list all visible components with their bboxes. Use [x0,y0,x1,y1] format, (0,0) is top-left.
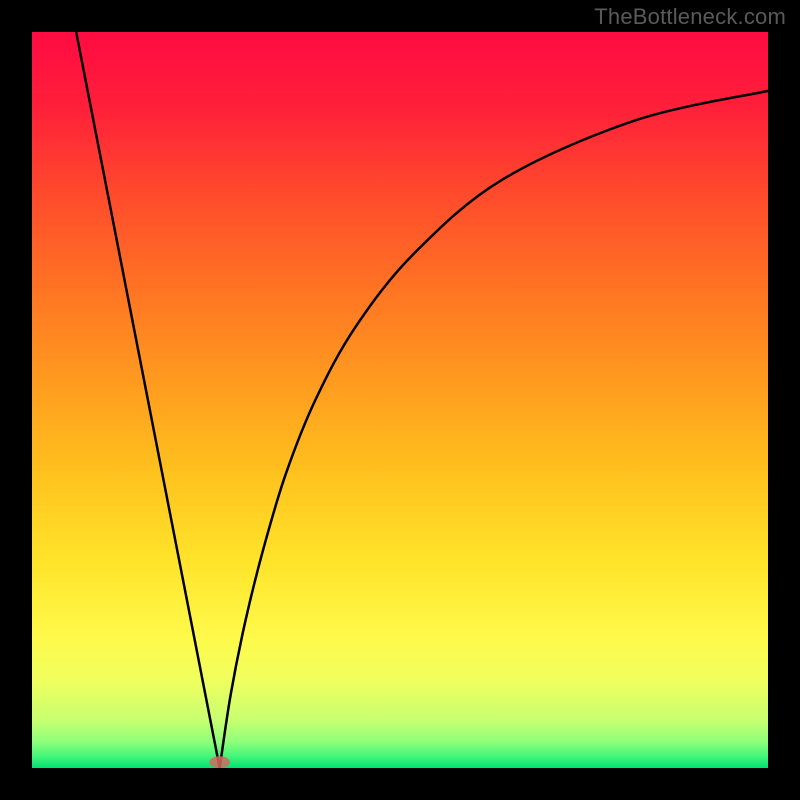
plot-area [32,32,768,768]
chart-frame: TheBottleneck.com [0,0,800,800]
minimum-marker-icon [209,756,230,768]
watermark-text: TheBottleneck.com [594,4,786,30]
bottleneck-curve [32,32,768,768]
